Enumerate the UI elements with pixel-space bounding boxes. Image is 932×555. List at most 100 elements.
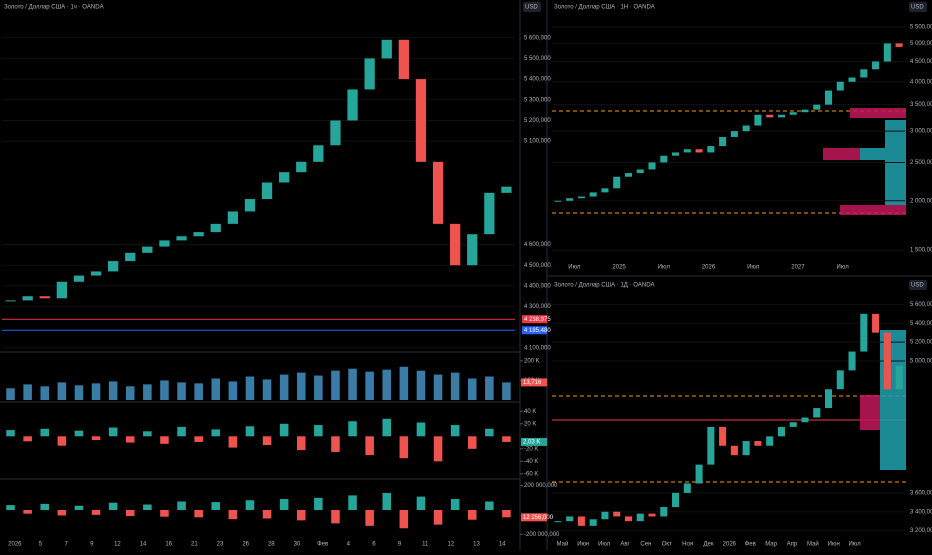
x-tick-label: 11 [422, 542, 429, 548]
indicator-bar [143, 431, 152, 437]
profile-bar [850, 108, 906, 118]
candle [296, 161, 307, 173]
indicator-bar [57, 382, 67, 400]
indicator-bar [245, 376, 255, 400]
profile-bar [840, 205, 906, 215]
candle [742, 125, 750, 132]
y-tick-label: -200 000,000 [524, 532, 560, 538]
indicator-bar [23, 436, 32, 442]
indicator-bar [485, 376, 494, 400]
candle [824, 389, 833, 409]
indicator-bar [211, 502, 221, 510]
indicator-bar [399, 366, 409, 400]
candle [415, 79, 427, 162]
candle [801, 417, 809, 423]
indicator-bar [365, 371, 374, 400]
indicator-bar [211, 378, 221, 400]
price-tag-label: 4 238,975 [524, 317, 551, 323]
candle [566, 516, 574, 522]
candle [883, 332, 891, 390]
indicator-bar [91, 383, 101, 400]
indicator-bar [211, 429, 221, 437]
candle [601, 511, 609, 520]
indicator-bar [467, 378, 477, 400]
value-tag [521, 513, 547, 522]
y-tick-label: 5 600,000 [910, 302, 932, 308]
x-tick-label: 9 [398, 542, 402, 548]
candle [730, 131, 738, 137]
y-tick-label: 20 K [524, 421, 536, 427]
value-tag [521, 437, 547, 446]
indicator-bar [399, 510, 409, 529]
candle [227, 211, 238, 224]
y-tick-label: 40 K [524, 409, 536, 415]
candle [648, 513, 656, 517]
indicator-bar [348, 421, 357, 437]
indicator-bar [502, 510, 511, 518]
y-tick-label: 2 500,000 [910, 160, 932, 166]
candle [660, 155, 668, 163]
indicator-bar [331, 436, 340, 452]
y-tick-label: 4 400,000 [524, 283, 551, 289]
y-tick-label: 5 000,000 [910, 359, 932, 365]
candle [624, 173, 633, 177]
candle [432, 161, 444, 224]
candle [766, 436, 774, 446]
candle [501, 186, 512, 193]
y-tick-label: -40 K [524, 459, 538, 465]
candle [895, 43, 903, 47]
candle [813, 104, 821, 110]
indicator-bar [125, 436, 135, 443]
x-tick-label: 2025 [612, 265, 626, 271]
indicator-bar [262, 510, 272, 519]
candle [613, 176, 621, 189]
indicator-bar [433, 374, 443, 400]
candle [467, 234, 478, 266]
candle [883, 43, 891, 62]
y-tick-label: 5 000,000 [910, 41, 932, 47]
candle [589, 192, 597, 197]
candle [39, 296, 50, 299]
x-tick-label: 2026 [723, 542, 737, 548]
y-tick-label: 5 600,000 [524, 35, 551, 41]
candle [22, 296, 33, 301]
indicator-bar [314, 425, 323, 437]
indicator-bar [74, 385, 84, 400]
candle [872, 313, 880, 333]
x-tick-label: Сен [640, 542, 651, 548]
x-tick-label: Июл [598, 542, 611, 548]
indicator-bar [228, 510, 238, 520]
candle [566, 198, 574, 201]
candle [108, 261, 119, 272]
candle [660, 507, 668, 517]
indicator-bar [485, 428, 494, 437]
y-tick-label: 3 400,000 [910, 509, 932, 515]
y-tick-label: 5 500,000 [524, 56, 551, 62]
indicator-bar [125, 510, 135, 517]
indicator-bar [416, 422, 426, 437]
candle [860, 69, 868, 78]
y-tick-label: 5 300,000 [524, 97, 551, 103]
currency-box [909, 280, 927, 290]
indicator-bar [194, 510, 203, 518]
currency: USD [911, 5, 924, 11]
candle [754, 441, 762, 446]
candle [848, 77, 856, 82]
candle [601, 188, 609, 193]
indicator-bar [416, 370, 426, 400]
x-tick-label: 2026 [702, 265, 716, 271]
candle [777, 114, 785, 118]
candle [142, 246, 153, 253]
candle [347, 89, 358, 121]
indicator-bar [57, 436, 67, 446]
indicator-bar [331, 510, 340, 524]
x-tick-label: Июл [848, 542, 861, 548]
indicator-bar [382, 369, 392, 400]
indicator-bar [143, 384, 152, 400]
indicator-bar [125, 386, 135, 400]
indicator-bar [23, 384, 32, 400]
x-tick-label: Окт [662, 542, 672, 548]
candle [636, 513, 644, 522]
candle [836, 370, 844, 390]
candle [730, 445, 738, 456]
